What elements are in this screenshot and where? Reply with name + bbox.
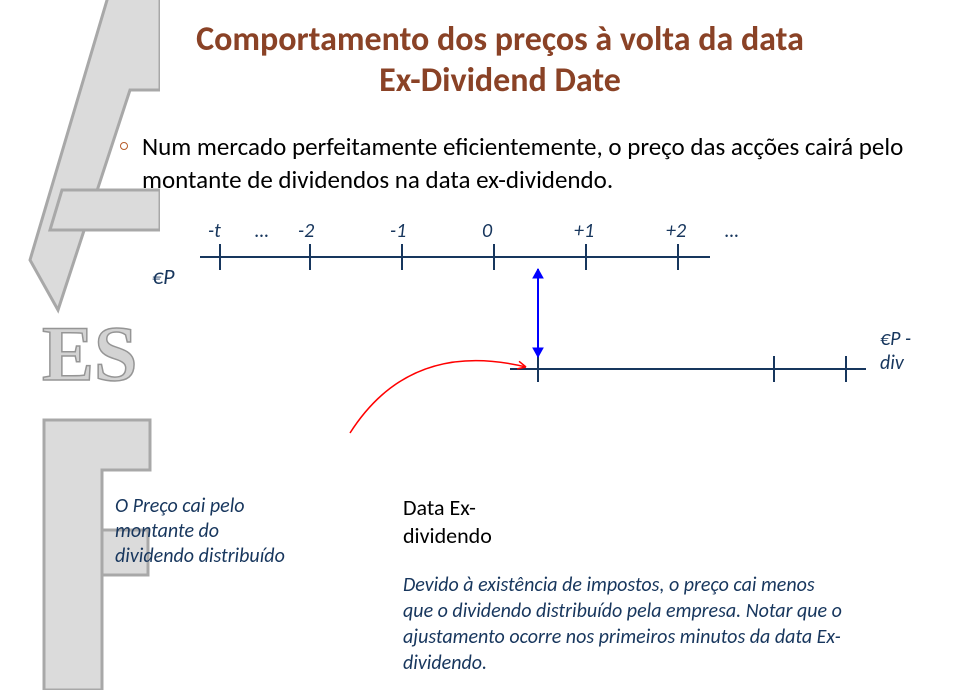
bullet-paragraph: Num mercado perfeitamente eficientemente… [120, 130, 920, 198]
timeline-diagram: €P €P - div -t -2 -1 0 +1 +2 … … [120, 209, 920, 449]
caption-line: dividendo distribuído [115, 544, 285, 569]
tick-label: -1 [390, 219, 406, 243]
caption-line: que o dividendo distribuído pela empresa… [403, 598, 908, 624]
tick-label: +1 [574, 219, 594, 243]
caption-line: dividendo. [403, 650, 908, 676]
caption-tax-note: Devido à existência de impostos, o preço… [403, 572, 908, 676]
caption-line: ajustamento ocorre nos primeiros minutos… [403, 624, 908, 650]
ex-dividend-date-label: Data Ex-dividendo [403, 494, 492, 549]
price-minus-div-label: €P - div [880, 327, 920, 375]
slide-title: Comportamento dos preços à volta da data… [80, 20, 920, 102]
diagram-svg [120, 209, 920, 449]
tick-label: -t [208, 219, 221, 243]
caption-line: Devido à existência de impostos, o preço… [403, 572, 908, 598]
tick-label: -2 [298, 219, 314, 243]
bullet-text: Num mercado perfeitamente eficientemente… [142, 130, 920, 198]
ellipsis: … [255, 219, 269, 243]
title-line-1: Comportamento dos preços à volta da data [196, 19, 804, 60]
ellipsis: … [725, 219, 739, 243]
tick-label: +2 [666, 219, 686, 243]
bullet-dot-icon [120, 142, 128, 150]
caption-line: O Preço cai pelo [115, 494, 285, 519]
tick-label: 0 [482, 219, 492, 243]
title-line-2: Ex-Dividend Date [379, 60, 621, 101]
caption-line: montante do [115, 519, 285, 544]
exdiv-line: Data Ex- [403, 494, 492, 522]
price-label: €P [152, 263, 175, 290]
exdiv-line: dividendo [403, 522, 492, 550]
caption-price-drop: O Preço cai pelomontante dodividendo dis… [115, 494, 285, 569]
